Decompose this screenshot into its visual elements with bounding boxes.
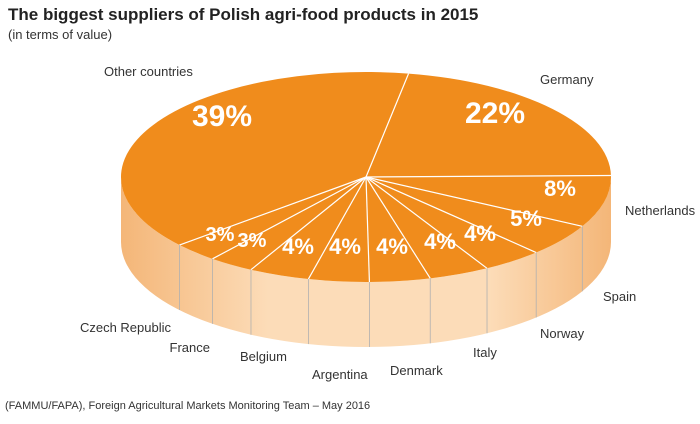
slice-value-label: 8% [544,176,576,201]
slice-value-label: 4% [282,234,314,259]
slice-value-label: 4% [424,229,456,254]
slice-category-label: Belgium [240,349,287,364]
pie-slice-norway [366,177,537,269]
slice-divider [212,176,367,260]
pie-slice-germany [366,73,611,177]
source-note: (FAMMU/FAPA), Foreign Agricultural Marke… [5,400,371,412]
slice-divider [365,176,488,269]
slice-value-label: 3% [238,230,267,252]
slice-category-label: Other countries [104,64,193,79]
slice-category-label: Norway [540,326,585,341]
slice-value-label: 4% [329,234,361,259]
pie-slice-czech-republic [179,177,366,259]
pie-side-wall [121,177,611,347]
pie-slice-argentina [308,177,370,282]
slice-divider [365,174,611,178]
pie-slice-italy [366,177,488,279]
slice-category-label: Czech Republic [80,320,172,335]
slice-category-label: Denmark [390,363,443,378]
slice-divider [365,176,583,227]
chart-title: The biggest suppliers of Polish agri-foo… [8,5,479,24]
slice-value-label: 4% [464,221,496,246]
slice-divider [365,73,410,178]
slice-divider [307,176,367,280]
slice-value-label: 22% [465,97,525,130]
pie-slice-other-countries [120,72,409,246]
chart-subtitle: (in terms of value) [8,27,113,42]
slice-value-label: 39% [192,100,252,133]
pie-slice-belgium [250,177,366,280]
slice-category-label: France [170,340,210,355]
slice-category-label: Netherlands [625,203,696,218]
slice-category-label: Spain [603,289,636,304]
slice-divider [365,176,537,254]
slice-divider [365,176,431,279]
slice-value-label: 5% [510,206,542,231]
slice-value-label: 3% [206,224,235,246]
pie-slice-netherlands [366,175,611,227]
slice-category-label: Italy [473,345,497,360]
pie-slice-spain [366,177,583,253]
slice-divider [250,176,367,271]
slice-category-label: Argentina [312,367,368,382]
slice-divider [179,176,367,246]
slice-value-label: 4% [376,234,408,259]
pie-slice-france [212,177,366,270]
slice-divider [365,176,371,283]
slice-category-label: Germany [540,72,594,87]
